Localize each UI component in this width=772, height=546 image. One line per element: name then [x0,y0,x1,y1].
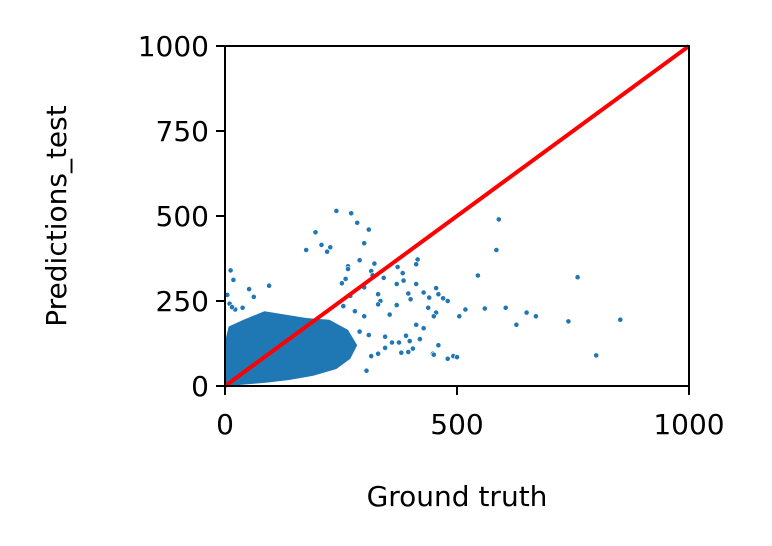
y-tick-label: 0 [191,370,209,403]
data-point [474,272,481,279]
data-point [371,260,378,267]
data-point [405,349,412,355]
x-tick-label: 500 [430,408,483,441]
data-point [523,309,530,316]
data-point [266,282,272,289]
data-point [396,339,402,346]
data-point [393,302,400,308]
data-point [382,333,388,340]
data-point [420,325,427,332]
data-point [456,313,463,320]
data-point [398,349,405,356]
data-point [375,301,381,308]
data-point [435,342,442,349]
data-point [250,293,257,300]
data-point [425,304,432,311]
data-point [227,267,234,274]
data-point [435,291,442,298]
data-point [327,244,334,251]
data-point [593,352,600,359]
data-point [462,306,469,313]
data-point [420,289,427,296]
data-point [406,338,413,344]
data-point [318,241,325,248]
data-point [303,247,310,253]
data-point [386,311,393,318]
data-point [430,351,437,358]
x-tick-label: 0 [216,408,234,441]
y-tick-label: 750 [156,115,209,148]
data-point [354,219,361,226]
data-point [444,298,451,304]
data-point [345,266,351,272]
data-point [416,336,423,342]
data-point [239,304,246,311]
data-point [393,281,400,287]
data-point [361,240,368,247]
data-point [361,313,368,320]
x-tick-label: 1000 [653,408,724,441]
data-point [495,216,502,223]
x-axis-label: Ground truth [367,480,548,513]
data-point [382,344,388,351]
data-point [356,257,363,264]
data-point [426,294,433,301]
data-point [481,305,488,312]
data-point [399,270,406,276]
data-point [246,286,252,292]
data-point [565,318,572,325]
y-tick-label: 500 [156,200,209,233]
y-tick-label: 250 [156,285,209,318]
data-point [502,304,509,311]
data-point [400,277,407,284]
data-point [368,353,375,359]
data-point [493,247,500,253]
data-point [324,248,330,255]
data-point [230,276,237,283]
data-point [403,332,409,339]
data-point [375,350,381,357]
data-point [380,274,387,281]
data-point [394,264,401,270]
data-point [229,304,235,310]
data-point [454,354,460,360]
data-point [375,291,381,298]
data-point [342,275,349,282]
dense-point-cluster [225,311,358,386]
data-point [513,321,520,328]
data-point [533,313,539,320]
data-point [440,295,446,302]
data-point [430,313,437,320]
data-point [338,280,345,287]
data-point [340,303,347,309]
y-tick-label: 1000 [138,30,209,63]
data-point [363,367,370,374]
data-point [351,308,358,315]
data-point [444,355,451,362]
data-point [409,345,416,352]
data-point [433,285,439,291]
data-point [413,261,420,268]
data-point [365,226,372,233]
data-point [312,229,319,236]
scatter-points [224,207,624,386]
data-point [348,210,355,217]
data-point [574,274,581,281]
y-axis-label: Predictions_test [40,105,73,326]
reference-line [223,44,691,388]
data-point [414,256,421,263]
data-point [389,339,395,346]
data-point [356,328,363,335]
data-point [365,332,372,338]
data-point [413,321,420,328]
data-point [407,296,414,303]
data-point [413,281,420,287]
data-point [405,290,412,297]
data-point [617,316,624,323]
axes: 0 500 1000 0 250 500 750 1000 [138,30,725,441]
data-point [333,207,340,214]
